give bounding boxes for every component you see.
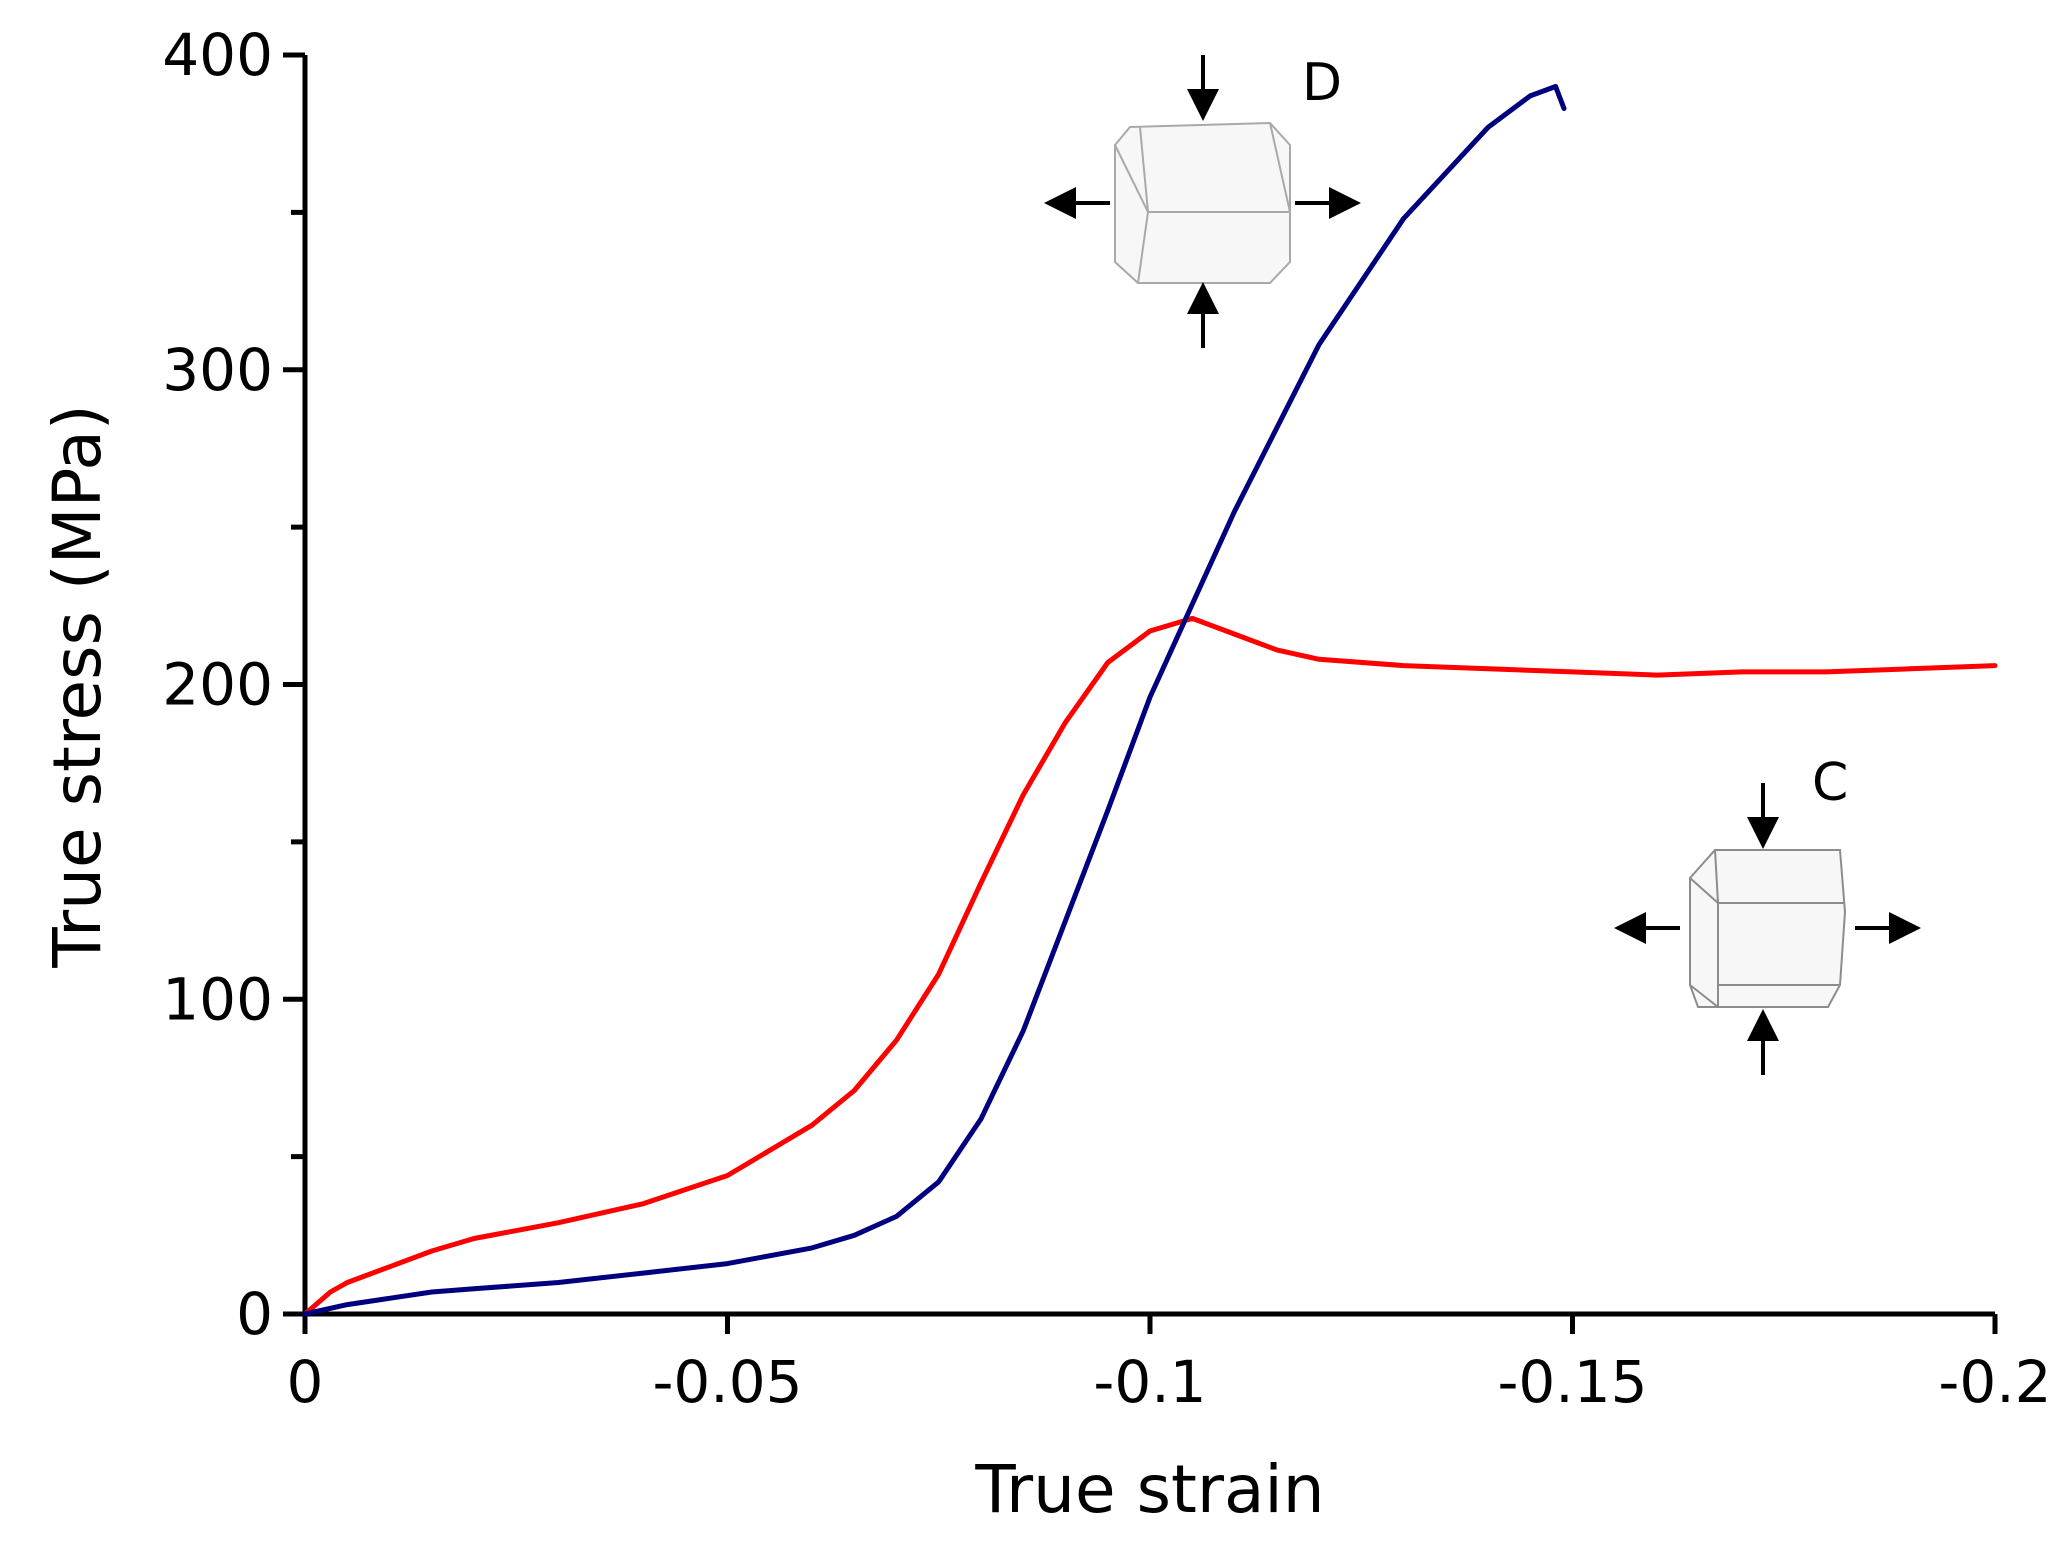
inset-d-label: D — [1302, 53, 1342, 113]
y-tick-label: 100 — [162, 965, 273, 1033]
inset-c-cube-diagram: C — [1614, 753, 1921, 1075]
x-ticks: 0 -0.05 -0.1 -0.15 -0.2 — [287, 1314, 2052, 1416]
x-tick-label: -0.2 — [1938, 1348, 2051, 1416]
series-d-line — [302, 84, 1567, 1317]
x-tick-label: -0.1 — [1093, 1348, 1206, 1416]
y-tick-label: 0 — [236, 1280, 273, 1348]
y-tick-label: 300 — [162, 336, 273, 404]
x-tick-label: 0 — [287, 1348, 324, 1416]
x-axis-title: True strain — [974, 1451, 1324, 1528]
y-tick-label: 400 — [162, 21, 273, 89]
y-tick-label: 200 — [162, 651, 273, 719]
inset-c-cube — [1689, 849, 1847, 1008]
x-tick-label: -0.15 — [1497, 1348, 1647, 1416]
inset-d-cube — [1114, 121, 1291, 284]
x-tick-label: -0.05 — [652, 1348, 802, 1416]
series-c-line — [302, 615, 1998, 1317]
inset-c-label: C — [1812, 753, 1848, 813]
y-axis-title: True stress (MPa) — [39, 404, 116, 968]
y-ticks: 0 100 200 300 400 — [162, 21, 305, 1348]
inset-d-cube-diagram: D — [1044, 53, 1361, 348]
